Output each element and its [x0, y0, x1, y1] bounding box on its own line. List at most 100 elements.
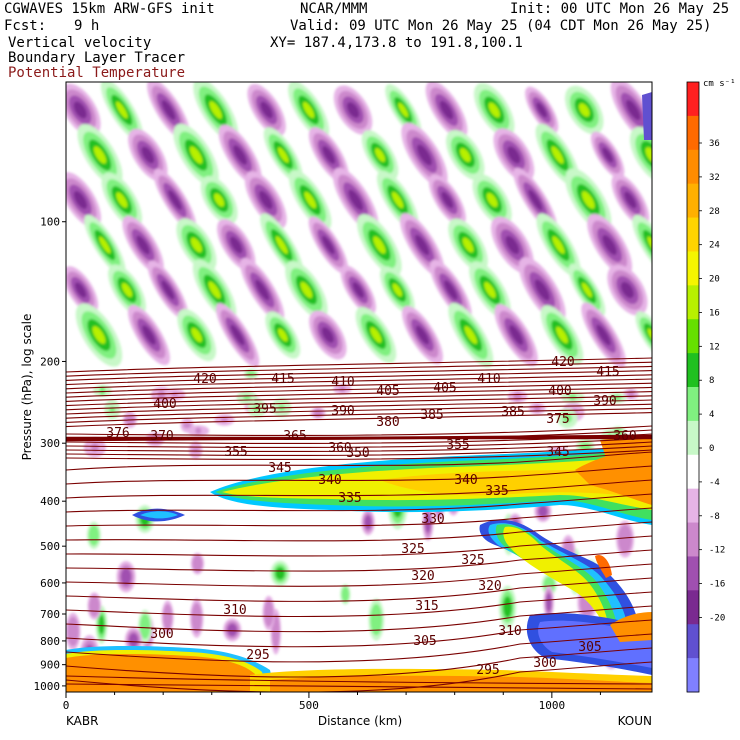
- color-bar-label: -4: [709, 478, 720, 488]
- isentrope-label: 385: [420, 408, 443, 423]
- isentrope-line: [66, 374, 652, 390]
- y-axis-title: Pressure (hPa), log scale: [20, 314, 34, 461]
- x-tick-label: 0: [63, 699, 70, 712]
- isentrope-line: [66, 535, 652, 557]
- isentrope-line: [66, 425, 652, 437]
- cross-section-endpoints: XY= 187.4,173.8 to 191.8,100.1: [270, 35, 523, 51]
- x-tick-label: 500: [299, 699, 319, 712]
- isentrope-line: [66, 395, 652, 411]
- x-axis-title: Distance (km): [318, 714, 402, 728]
- isentrope-label: 340: [318, 473, 341, 488]
- isentrope-line: [66, 493, 652, 513]
- color-bar-swatch: [687, 624, 699, 659]
- color-bar-label: -16: [709, 580, 725, 590]
- isentrope-label: 345: [546, 445, 569, 460]
- color-bar-swatch: [687, 454, 699, 490]
- color-bar-swatch: [687, 251, 699, 286]
- color-bar-swatch: [687, 183, 699, 219]
- isentrope-line: [66, 563, 652, 587]
- isentrope-line: [66, 382, 652, 398]
- y-tick-label: 200: [40, 355, 60, 368]
- isentrope-line: [66, 619, 652, 648]
- isentrope-label: 420: [551, 355, 574, 370]
- color-bar-label: 36: [709, 139, 720, 149]
- isentrope-label: 335: [485, 484, 508, 499]
- isentrope-label: 335: [338, 491, 361, 506]
- potential-temperature-contours: [66, 357, 652, 692]
- color-bar-label: 16: [709, 308, 720, 318]
- isentrope-label: 295: [246, 648, 269, 663]
- forecast-label: Fcst:: [4, 18, 47, 34]
- isentrope-label: 310: [223, 603, 246, 618]
- color-bar-swatch: [687, 556, 699, 591]
- isentrope-label: 300: [533, 656, 556, 671]
- color-bar-swatch: [687, 319, 699, 354]
- isentrope-label: 360: [328, 441, 351, 456]
- x-end-station: KOUN: [618, 714, 652, 728]
- color-bar-swatch: [687, 522, 699, 557]
- plot-area: 420 415 410 405 405 410 420 415 400 395 390 385 380 3…: [66, 82, 652, 692]
- color-bar-swatch: [687, 387, 699, 422]
- y-tick-label: 600: [40, 577, 60, 590]
- isentrope-label: 295: [476, 663, 499, 678]
- color-bar-label: 0: [709, 444, 714, 454]
- forecast-hour: 9 h: [74, 18, 100, 34]
- isentrope-line: [66, 549, 652, 572]
- y-tick-label: 1000: [34, 680, 61, 693]
- isentrope-line: [66, 370, 652, 386]
- isentrope-label: 400: [548, 384, 571, 399]
- color-bar-label: -12: [709, 546, 725, 556]
- isentrope-label: 305: [413, 634, 436, 649]
- isentrope-line: [66, 412, 652, 428]
- isentrope-label: 345: [268, 461, 291, 476]
- isentrope-label: 415: [271, 372, 294, 387]
- isentrope-line: [66, 605, 652, 633]
- y-tick-label: 400: [40, 495, 60, 508]
- y-tick-label: 900: [40, 659, 60, 672]
- isentrope-label: 355: [446, 438, 469, 453]
- isentrope-label: 410: [477, 372, 500, 387]
- color-bar-swatch: [687, 115, 699, 151]
- isentrope-line: [66, 391, 652, 407]
- isentrope-line: [66, 361, 652, 377]
- isentrope-label: 405: [433, 381, 456, 396]
- y-axis: 100 200 300 400 500 600 700 800 900 1000: [34, 82, 67, 693]
- y-tick-label: 100: [40, 216, 60, 229]
- isentrope-line: [66, 407, 652, 423]
- isentrope-line: [66, 365, 652, 381]
- isentrope-line: [66, 675, 652, 685]
- color-bar-swatch: [687, 149, 699, 185]
- isentrope-label: 405: [376, 384, 399, 399]
- color-bar-label: -8: [709, 512, 720, 522]
- isentrope-label: 300: [150, 627, 173, 642]
- isentrope-line: [66, 647, 652, 678]
- isentrope-label: 350: [346, 446, 369, 461]
- isentrope-label: 305: [578, 640, 601, 655]
- isentrope-label: 410: [331, 375, 354, 390]
- contour-labels: 420 415 410 405 405 410 420 415 400 395 390 385 380 3…: [106, 355, 636, 678]
- color-bar-label: 20: [709, 275, 720, 285]
- color-bar-label: 12: [709, 342, 720, 352]
- color-bar-label: 24: [709, 241, 720, 251]
- isentrope-line: [66, 661, 652, 692]
- isentrope-label: 325: [461, 553, 484, 568]
- init-time: Init: 00 UTC Mon 26 May 25: [510, 1, 730, 17]
- isentrope-label: 376: [106, 426, 129, 441]
- isentrope-label: 420: [193, 372, 216, 387]
- color-bar-swatch: [687, 217, 699, 252]
- isentrope-label: 390: [593, 394, 616, 409]
- isentrope-label: 340: [454, 473, 477, 488]
- isentrope-label: 400: [153, 397, 176, 412]
- color-bar-swatch: [687, 420, 699, 456]
- x-axis: 0 500 1000: [63, 692, 601, 712]
- isentrope-line: [66, 449, 652, 461]
- color-bar-swatch: [687, 658, 699, 693]
- isentrope-label: 385: [501, 405, 524, 420]
- isentrope-line: [66, 386, 652, 402]
- isentrope-line: [66, 507, 652, 527]
- isentrope-label: 380: [376, 415, 399, 430]
- color-bar-swatch: [687, 488, 699, 524]
- isentrope-line: [66, 357, 652, 373]
- y-tick-label: 500: [40, 540, 60, 553]
- isentrope-line: [66, 445, 652, 457]
